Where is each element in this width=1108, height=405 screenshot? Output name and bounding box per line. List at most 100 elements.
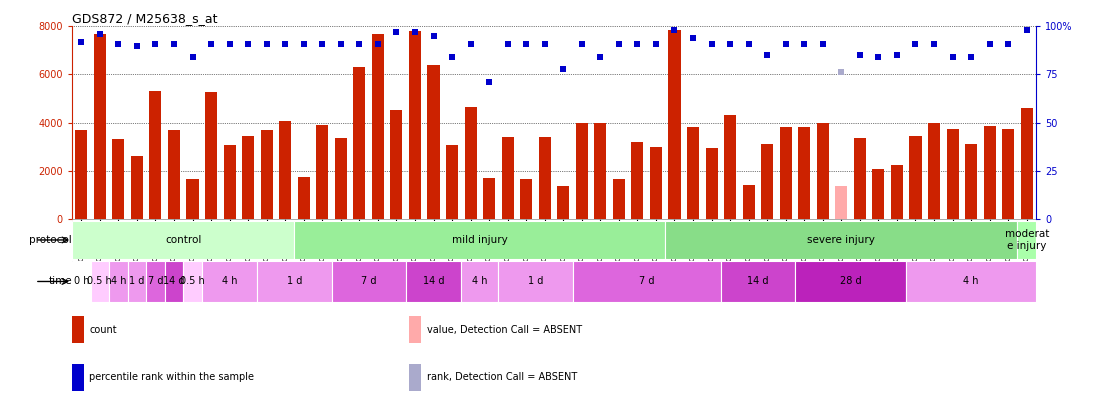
Bar — [632, 142, 644, 219]
Bar — [168, 130, 179, 219]
Bar — [279, 122, 291, 219]
Text: GDS872 / M25638_s_at: GDS872 / M25638_s_at — [72, 12, 217, 25]
Bar — [965, 144, 977, 219]
Text: 0.5 h: 0.5 h — [88, 277, 112, 286]
Bar — [594, 123, 606, 219]
Point — [592, 54, 609, 60]
Point — [721, 40, 739, 47]
Bar — [613, 179, 625, 219]
Bar — [409, 31, 421, 219]
Bar — [406, 261, 461, 302]
Bar — [906, 261, 1036, 302]
Bar — [891, 164, 903, 219]
Point — [72, 38, 90, 45]
Point — [814, 40, 832, 47]
Point — [276, 40, 294, 47]
Point — [981, 40, 998, 47]
Text: percentile rank within the sample: percentile rank within the sample — [90, 373, 255, 382]
Point — [611, 40, 628, 47]
Bar — [205, 92, 217, 219]
Text: 28 d: 28 d — [840, 277, 861, 286]
Point — [573, 40, 591, 47]
Point — [91, 31, 109, 37]
Point — [666, 27, 684, 34]
Bar — [390, 111, 402, 219]
Point — [110, 40, 127, 47]
Point — [962, 54, 979, 60]
Bar — [91, 261, 109, 302]
Bar — [502, 137, 514, 219]
Point — [999, 40, 1017, 47]
Point — [129, 43, 146, 49]
Bar — [165, 261, 183, 302]
Bar — [372, 34, 383, 219]
Bar — [650, 147, 661, 219]
Point — [146, 40, 164, 47]
Bar — [316, 125, 328, 219]
Point — [332, 40, 350, 47]
Bar — [573, 261, 721, 302]
Text: 4 h: 4 h — [963, 277, 978, 286]
Point — [889, 52, 906, 58]
Bar — [984, 126, 996, 219]
Point — [165, 40, 183, 47]
Bar — [499, 261, 573, 302]
Text: 14 d: 14 d — [423, 277, 444, 286]
Text: 1 d: 1 d — [527, 277, 543, 286]
Bar — [224, 145, 236, 219]
Point — [388, 29, 406, 35]
Text: 7 d: 7 d — [147, 277, 163, 286]
Point — [424, 33, 442, 39]
Text: rank, Detection Call = ABSENT: rank, Detection Call = ABSENT — [427, 373, 577, 382]
Bar — [94, 34, 106, 219]
Bar — [447, 145, 458, 219]
Point — [758, 52, 776, 58]
Bar — [464, 107, 476, 219]
Bar — [665, 221, 1017, 259]
Bar — [817, 122, 829, 219]
Bar — [409, 364, 421, 391]
Text: 4 h: 4 h — [111, 277, 126, 286]
Point — [220, 40, 238, 47]
Bar — [706, 148, 718, 219]
Bar — [257, 261, 331, 302]
Bar — [835, 186, 848, 219]
Point — [740, 40, 758, 47]
Bar — [243, 136, 254, 219]
Bar — [929, 122, 940, 219]
Point — [407, 29, 424, 35]
Bar — [295, 221, 665, 259]
Text: 0.5 h: 0.5 h — [181, 277, 205, 286]
Point — [184, 54, 202, 60]
Point — [517, 40, 535, 47]
Bar — [1020, 108, 1033, 219]
Bar — [428, 65, 440, 219]
Bar — [131, 156, 143, 219]
Point — [554, 65, 572, 72]
Bar — [721, 261, 796, 302]
Bar — [576, 123, 588, 219]
Text: 1 d: 1 d — [287, 277, 302, 286]
Bar — [72, 221, 295, 259]
Bar — [112, 139, 124, 219]
Point — [906, 40, 924, 47]
Point — [462, 40, 480, 47]
Bar — [538, 137, 551, 219]
Point — [925, 40, 943, 47]
Bar — [331, 261, 406, 302]
Bar — [72, 261, 91, 302]
Text: value, Detection Call = ABSENT: value, Detection Call = ABSENT — [427, 325, 582, 335]
Text: 4 h: 4 h — [472, 277, 488, 286]
Point — [796, 40, 813, 47]
Bar — [557, 186, 570, 219]
Point — [314, 40, 331, 47]
Point — [851, 52, 869, 58]
Bar — [668, 30, 680, 219]
Text: 14 d: 14 d — [747, 277, 769, 286]
Text: 7 d: 7 d — [361, 277, 377, 286]
Text: 1 d: 1 d — [130, 277, 144, 286]
Point — [443, 54, 461, 60]
Bar — [183, 261, 202, 302]
Bar — [854, 139, 865, 219]
Point — [702, 40, 720, 47]
